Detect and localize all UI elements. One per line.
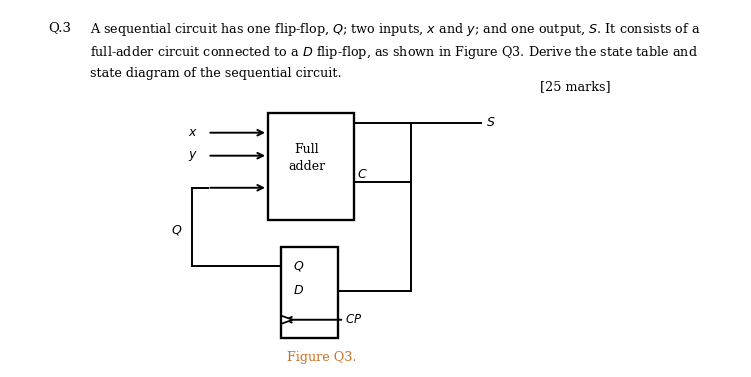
Text: Figure Q3.: Figure Q3.	[287, 351, 357, 364]
Text: $Q$: $Q$	[293, 259, 305, 273]
Text: A sequential circuit has one flip-flop, $Q$; two inputs, $x$ and $y$; and one ou: A sequential circuit has one flip-flop, …	[90, 21, 701, 80]
Text: $x$: $x$	[189, 126, 198, 139]
Text: [25 marks]: [25 marks]	[541, 80, 611, 93]
Bar	[268, 113, 354, 220]
Text: Q.3: Q.3	[49, 21, 71, 34]
Text: $S$: $S$	[486, 116, 496, 129]
Text: Full
adder: Full adder	[288, 143, 325, 173]
Bar	[281, 247, 338, 338]
Text: $CP$: $CP$	[345, 313, 363, 326]
Text: $D$: $D$	[294, 284, 304, 297]
Text: $C$: $C$	[357, 167, 367, 181]
Text: $y$: $y$	[189, 149, 198, 163]
Text: $Q$: $Q$	[170, 223, 182, 238]
Polygon shape	[281, 316, 293, 324]
